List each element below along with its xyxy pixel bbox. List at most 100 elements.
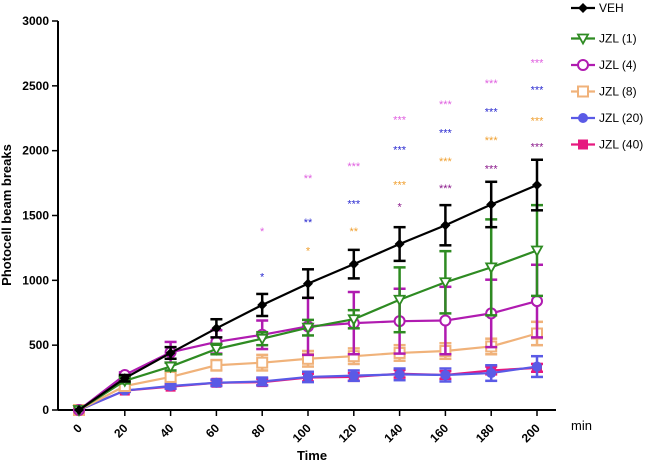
significance-marker: ***: [485, 164, 499, 176]
data-point: [348, 259, 359, 270]
data-point: [440, 369, 451, 380]
data-point: [532, 361, 542, 372]
significance-marker: *: [306, 245, 311, 257]
significance-marker: ***: [439, 156, 453, 168]
y-tick-label: 2500: [22, 79, 49, 93]
data-point: [209, 344, 223, 356]
significance-marker: ***: [531, 142, 545, 154]
x-tick-label: 140: [381, 421, 405, 445]
y-tick-label: 2000: [22, 144, 49, 158]
legend-marker: [578, 3, 588, 13]
y-tick-label: 500: [29, 338, 49, 352]
x-tick-label: 120: [336, 421, 360, 445]
data-point: [164, 361, 178, 374]
data-point: [165, 381, 176, 392]
data-point: [164, 370, 177, 383]
x-tick-label: 40: [157, 421, 177, 441]
x-tick-label: 20: [111, 421, 131, 441]
data-point: [484, 262, 498, 275]
data-point: [303, 371, 313, 382]
data-point: [530, 245, 544, 258]
significance-marker: ***: [393, 179, 407, 191]
data-point: [486, 199, 497, 210]
data-point: [210, 359, 223, 372]
significance-marker: ***: [439, 99, 453, 111]
data-point: [256, 356, 269, 369]
significance-marker: ***: [347, 199, 361, 211]
legend-marker: [576, 33, 590, 46]
significance-marker: *: [260, 271, 265, 283]
legend-item: VEH: [571, 1, 624, 15]
data-point: [257, 299, 268, 310]
legend-label: JZL (20): [599, 111, 643, 125]
x-axis-unit: min: [571, 418, 592, 433]
significance-marker: ***: [531, 85, 545, 97]
data-point: [394, 369, 405, 380]
x-tick-label: 60: [203, 421, 223, 441]
data-point: [255, 333, 269, 346]
legend-item: JZL (4): [571, 58, 637, 72]
significance-marker: ***: [485, 107, 499, 119]
significance-marker: ***: [439, 127, 453, 139]
significance-marker: **: [350, 226, 359, 238]
data-point: [531, 295, 543, 308]
data-point: [394, 239, 405, 250]
legend-item: JZL (8): [571, 85, 637, 99]
data-point: [440, 220, 451, 231]
x-tick-label: 200: [519, 421, 543, 445]
data-point: [119, 373, 130, 384]
data-point: [486, 368, 497, 379]
significance-marker: ***: [347, 161, 361, 173]
data-point: [165, 347, 176, 358]
x-tick-label: 160: [427, 421, 451, 445]
y-tick-label: 1500: [22, 209, 49, 223]
legend-item: JZL (1): [571, 32, 637, 46]
significance-marker: ***: [393, 144, 407, 156]
data-point: [211, 377, 222, 388]
data-point: [393, 294, 407, 307]
significance-marker: ***: [531, 57, 545, 69]
legend-marker: [577, 85, 589, 98]
legend-marker: [578, 139, 588, 150]
significance-markers: ****************************************…: [260, 57, 544, 283]
x-tick-label: 0: [70, 421, 85, 436]
legend-label: JZL (4): [599, 58, 637, 72]
data-point: [301, 322, 315, 335]
data-point: [303, 278, 313, 289]
data-point: [532, 180, 542, 191]
x-tick-label: 180: [473, 421, 497, 445]
significance-marker: ***: [531, 116, 545, 128]
significance-marker: **: [304, 173, 313, 185]
significance-marker: ***: [393, 114, 407, 126]
legend-label: JZL (40): [599, 138, 643, 152]
legend-marker: [577, 59, 589, 71]
significance-marker: ***: [485, 78, 499, 90]
data-point: [438, 277, 452, 290]
significance-marker: *: [260, 226, 265, 238]
significance-marker: ***: [439, 183, 453, 195]
data-point: [348, 370, 359, 381]
y-axis-title: Photocell beam breaks: [0, 144, 14, 286]
significance-marker: ***: [485, 135, 499, 147]
legend-item: JZL (40): [571, 138, 643, 152]
x-axis-title: Time: [297, 448, 327, 463]
legend-label: JZL (8): [599, 85, 637, 99]
x-tick-label: 80: [249, 421, 269, 441]
series-layer: [72, 158, 544, 417]
data-point: [211, 323, 222, 334]
legend-label: VEH: [599, 1, 624, 15]
legend-label: JZL (1): [599, 32, 637, 46]
series-veh: [74, 158, 543, 415]
y-tick-label: 3000: [22, 14, 49, 28]
data-point: [74, 405, 84, 415]
data-point: [257, 376, 268, 387]
significance-marker: *: [397, 201, 402, 213]
x-tick-label: 100: [290, 421, 314, 445]
data-point: [439, 314, 452, 327]
significance-marker: **: [304, 217, 313, 229]
y-tick-label: 1000: [22, 273, 49, 287]
legend: VEH JZL (1) JZL (4) JZL (8) JZL (20) JZL (40): [571, 1, 643, 152]
y-tick-label: 0: [42, 403, 49, 417]
data-point: [347, 314, 361, 327]
